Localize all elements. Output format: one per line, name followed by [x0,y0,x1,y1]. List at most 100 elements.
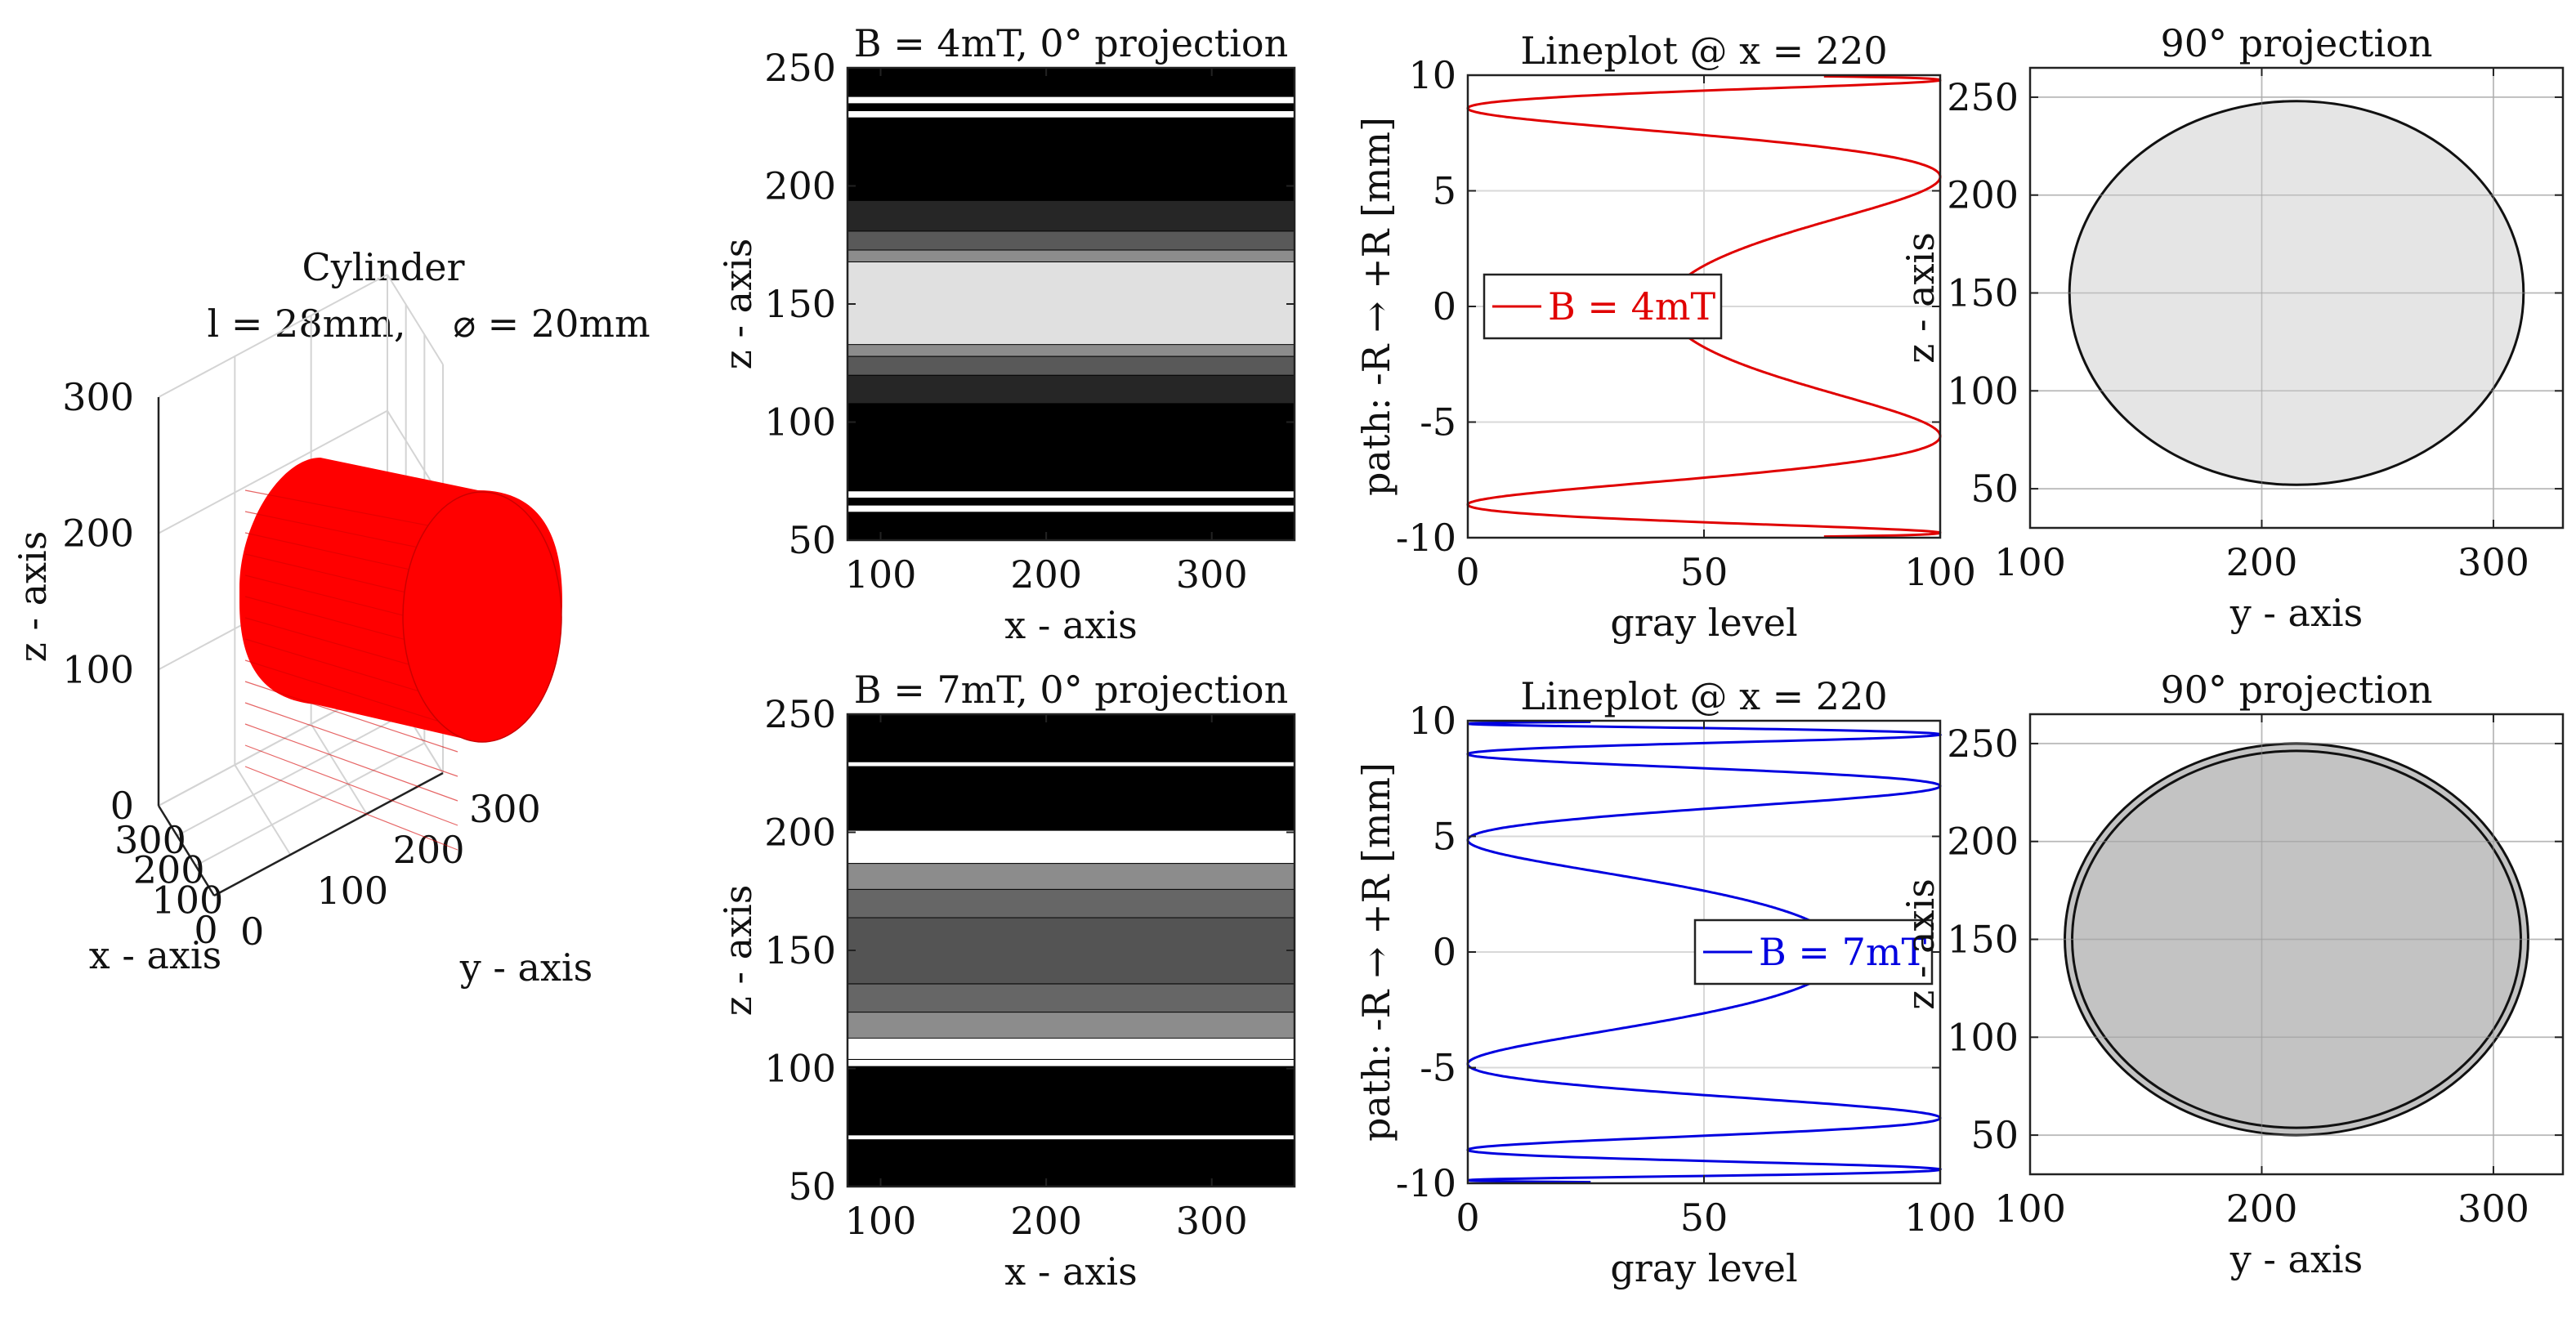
intensity-band [847,497,1295,505]
intensity-band [847,117,1295,200]
intensity-band [847,504,1295,512]
plot-frame [846,66,1296,542]
y-tick-label: 5 [1433,815,1456,859]
x-axis-label: x - axis [89,933,221,977]
x-tick-label: 100 [1904,550,1976,594]
z-tick-label: 100 [62,647,134,691]
gridline [310,723,368,815]
y-tick-label: 150 [1947,271,2019,315]
gridline [195,742,425,867]
y-tick-label: 200 [764,811,836,855]
x-tick-label: 300 [2457,540,2529,584]
x-tick-label: 100 [151,878,223,922]
y-tick-label: 250 [764,692,836,736]
y-tick-label: -5 [1420,400,1456,445]
z-axis-label: z - axis [11,531,55,663]
y-tick-label: 250 [1947,75,2019,119]
x-tick-label: 300 [2457,1187,2529,1231]
y-axis-label: z - axis [716,885,760,1017]
y-tick-label: 200 [764,164,836,208]
y-tick-label: 100 [1947,369,2019,413]
cylinder-shading [244,744,458,826]
y-axis-label: path: -R → +R [mm] [1354,762,1398,1142]
legend-label: B = 7mT [1759,930,1926,974]
y-axis-label: z - axis [716,239,760,370]
y-tick-label: 250 [1947,722,2019,766]
intensity-band [847,96,1295,104]
x-tick-label: 50 [1680,1196,1729,1240]
x-tick-label: 100 [1994,540,2066,584]
y-axis-line [213,771,444,897]
chart-subtitle-length: l = 28mm, [208,302,406,346]
legend-label: B = 4mT [1548,284,1715,329]
y-tick-label: 10 [1408,699,1456,743]
intensity-band [847,68,1295,96]
x-tick-label: 100 [845,1199,917,1243]
chart-title: 90° projection [2160,21,2432,65]
chart-title: 90° projection [2160,668,2432,712]
y-axis-label: z - axis [1898,878,1943,1010]
y-tick-label: 300 [469,787,541,831]
gridline [177,712,407,837]
intensity-band [847,261,1295,345]
x-tick-label: 100 [845,552,917,597]
x-tick-label: 200 [1010,1199,1082,1243]
plot-frame [846,713,1296,1188]
intensity-band [847,199,1295,231]
intensity-band [847,374,1295,404]
y-tick-label: 10 [1408,53,1456,97]
x-tick-label: 0 [194,908,217,952]
intensity-band [847,403,1295,491]
y-tick-label: -10 [1396,516,1456,560]
y-tick-label: 150 [764,928,836,972]
y-axis-label: y - axis [459,945,593,990]
z-tick-label: 0 [110,784,134,828]
intensity-band [847,344,1295,356]
chart-title: B = 4mT, 0° projection [854,21,1288,65]
plot-frame [2028,66,2565,530]
x-tick-label: 300 [1176,552,1248,597]
y-tick-label: 250 [764,46,836,90]
intensity-band [847,761,1295,767]
y-tick-label: 200 [1947,173,2019,217]
z-tick-label: 200 [62,512,134,556]
legend: B = 7mT [1693,919,1934,986]
plot-frame [2028,713,2565,1176]
y-tick-label: 100 [1947,1015,2019,1059]
intensity-band [847,249,1295,261]
intensity-band [847,355,1295,375]
intensity-band [847,863,1295,889]
cylinder-shading [244,702,458,777]
y-axis-label: path: -R → +R [mm] [1354,117,1398,496]
intensity-band [847,1134,1295,1140]
x-axis-label: x - axis [1004,1249,1137,1294]
x-axis-label: x - axis [1004,603,1137,647]
gridline [387,274,444,365]
y-tick-label: 0 [1433,930,1456,974]
intensity-band [847,1058,1295,1066]
chart-title: Cylinder [302,245,465,289]
x-tick-label: 0 [1456,550,1479,594]
y-tick-label: 150 [764,282,836,326]
y-tick-label: 5 [1433,169,1456,213]
x-axis-label: y - axis [2229,1237,2363,1281]
y-tick-label: -5 [1420,1046,1456,1090]
chart-subtitle-diameter: ⌀ = 20mm [453,302,650,346]
proj90_4-axes: 100 200 300 50 100 150 200 250 90° projection y -… [1898,21,2565,635]
intensity-band [847,714,1295,762]
y-tick-label: -10 [1396,1161,1456,1205]
y-tick-label: 100 [764,400,836,445]
x-tick-label: 300 [1176,1199,1248,1243]
x-axis-label: gray level [1610,1246,1797,1290]
y-tick-label: 100 [764,1047,836,1091]
x-tick-label: 300 [114,818,186,862]
intensity-band [847,1139,1295,1187]
chart-title: Lineplot @ x = 220 [1520,674,1887,718]
gridline [158,274,388,398]
line4-axes: B = 4mT 0 50 100 -10 -5 0 5 10 Lineplot @ x = 220… [1354,29,1976,645]
x-tick-label: 200 [2226,540,2298,584]
x-tick-label: 200 [2226,1187,2298,1231]
y-tick-label: 200 [1947,820,2019,864]
